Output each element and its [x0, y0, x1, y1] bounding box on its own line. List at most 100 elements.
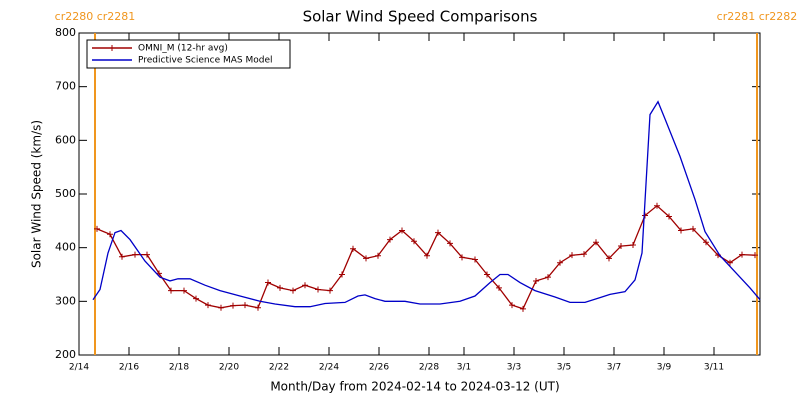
- data-point: [630, 241, 636, 248]
- data-point: [315, 286, 321, 293]
- point-marker: [255, 304, 261, 311]
- data-point: [193, 295, 199, 302]
- data-point: [752, 252, 758, 259]
- point-marker: [107, 231, 113, 238]
- data-point: [459, 254, 465, 261]
- data-point: [132, 251, 138, 258]
- data-point: [545, 274, 551, 281]
- point-marker: [411, 238, 417, 245]
- data-point: [557, 259, 563, 266]
- data-point: [277, 284, 283, 291]
- point-marker: [739, 251, 745, 258]
- point-marker: [484, 271, 490, 278]
- point-marker: [606, 255, 612, 262]
- x-tick-label: 2/24: [319, 363, 339, 373]
- data-point: [509, 302, 515, 309]
- point-marker: [435, 229, 441, 236]
- data-point: [181, 287, 187, 294]
- point-marker: [509, 302, 515, 309]
- data-point: [678, 227, 684, 234]
- point-marker: [327, 287, 333, 294]
- point-marker: [520, 305, 526, 312]
- data-point: [472, 256, 478, 263]
- data-point: [387, 236, 393, 243]
- point-marker: [387, 236, 393, 243]
- point-marker: [375, 252, 381, 259]
- data-point: [703, 239, 709, 246]
- point-marker: [205, 302, 211, 309]
- data-point: [218, 304, 224, 311]
- data-point: [242, 302, 248, 309]
- point-marker: [593, 239, 599, 246]
- y-tick-label: 600: [55, 133, 76, 146]
- y-tick-label: 700: [55, 80, 76, 93]
- data-point: [690, 225, 696, 232]
- point-marker: [119, 253, 125, 260]
- legend-marker: [109, 45, 115, 51]
- data-point: [411, 238, 417, 245]
- point-marker: [424, 252, 430, 259]
- y-tick-label: 200: [55, 348, 76, 361]
- legend-label: Predictive Science MAS Model: [138, 56, 273, 66]
- data-point: [739, 251, 745, 258]
- data-point: [255, 304, 261, 311]
- data-point: [435, 229, 441, 236]
- point-marker: [277, 284, 283, 291]
- x-tick-label: 2/16: [119, 363, 139, 373]
- data-point: [581, 251, 587, 258]
- point-marker: [302, 282, 308, 289]
- data-point: [327, 287, 333, 294]
- x-tick-label: 3/1: [457, 363, 471, 373]
- data-point: [533, 277, 539, 284]
- point-marker: [630, 241, 636, 248]
- data-point: [119, 253, 125, 260]
- point-marker: [533, 277, 539, 284]
- point-marker: [315, 286, 321, 293]
- point-marker: [459, 254, 465, 261]
- point-marker: [618, 243, 624, 250]
- x-tick-label: 2/28: [419, 363, 439, 373]
- x-tick-label: 2/14: [69, 363, 89, 373]
- data-point: [520, 305, 526, 312]
- point-marker: [350, 245, 356, 252]
- point-marker: [581, 251, 587, 258]
- rotation-label: cr2281 cr2282: [717, 10, 798, 23]
- point-marker: [399, 227, 405, 234]
- data-point: [447, 240, 453, 247]
- point-marker: [144, 251, 150, 258]
- plot-frame: [78, 32, 761, 356]
- x-tick-label: 3/11: [704, 363, 724, 373]
- data-point: [107, 231, 113, 238]
- x-tick-label: 2/20: [219, 363, 239, 373]
- data-point: [618, 243, 624, 250]
- data-point: [642, 212, 648, 219]
- point-marker: [703, 239, 709, 246]
- data-point: [593, 239, 599, 246]
- point-marker: [752, 252, 758, 259]
- x-tick-label: 3/9: [657, 363, 672, 373]
- data-point: [350, 245, 356, 252]
- series-line: [92, 100, 761, 308]
- point-marker: [290, 287, 296, 294]
- data-point: [424, 252, 430, 259]
- legend-box: [86, 39, 291, 69]
- point-marker: [666, 213, 672, 220]
- point-marker: [678, 227, 684, 234]
- data-point: [205, 302, 211, 309]
- x-tick-label: 2/22: [269, 363, 289, 373]
- data-point: [339, 271, 345, 278]
- point-marker: [569, 252, 575, 259]
- data-point: [666, 213, 672, 220]
- point-marker: [193, 295, 199, 302]
- point-marker: [545, 274, 551, 281]
- x-tick-label: 2/26: [369, 363, 389, 373]
- data-point: [375, 252, 381, 259]
- point-marker: [181, 287, 187, 294]
- point-marker: [496, 284, 502, 291]
- y-tick-label: 500: [55, 187, 76, 200]
- point-marker: [472, 256, 478, 263]
- x-tick-label: 2/18: [169, 363, 189, 373]
- y-tick-label: 800: [55, 26, 76, 39]
- data-point: [496, 284, 502, 291]
